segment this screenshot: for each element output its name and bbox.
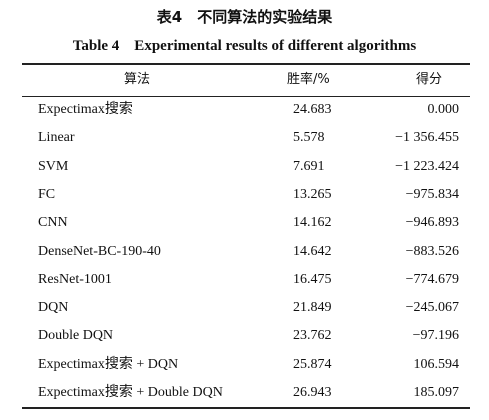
table-cell: 25.874 (293, 356, 332, 372)
table-cell: CNN (38, 215, 68, 231)
header-rule (22, 96, 470, 97)
table-cell: 185.097 (413, 385, 460, 400)
table-cell: 24.683 (293, 102, 332, 117)
table-cell: Linear (38, 130, 75, 146)
table-cell: 0.000 (427, 102, 460, 117)
table-cell: −1 223.424 (395, 158, 459, 174)
table-cell: −883.526 (405, 243, 459, 259)
table-cell: −975.834 (405, 186, 459, 202)
table-cell: 14.162 (293, 215, 332, 231)
table-cell: 16.475 (293, 271, 332, 287)
table-cell: SVM (38, 158, 69, 174)
table-cell: FC (38, 186, 56, 202)
table-cell: ResNet-1001 (38, 271, 112, 287)
table-cell: DQN (38, 300, 69, 316)
header-cell: 算法 (124, 72, 151, 87)
table-cell: 7.691 (293, 158, 325, 174)
table-cell: Expectimax搜索 + DQN (38, 356, 179, 372)
table-cell: −946.893 (405, 215, 459, 231)
table-cell: 21.849 (293, 300, 332, 316)
table-title-cn: 表4 不同算法的实验结果 (156, 8, 333, 26)
table-cell: Expectimax搜索 (38, 102, 133, 117)
table-cell: Expectimax搜索 + Double DQN (38, 385, 223, 400)
bottom-rule (22, 407, 470, 409)
table-title-en: Table 4 Experimental results of differen… (72, 38, 417, 54)
header-cell: 得分 (416, 72, 443, 87)
table-cell: 14.642 (293, 243, 332, 259)
table-cell: −1 356.455 (395, 130, 459, 146)
table-cell: 23.762 (293, 328, 332, 344)
table-cell: 5.578 (293, 130, 325, 146)
table-cell: 106.594 (413, 356, 460, 372)
table-cell: −97.196 (412, 328, 459, 344)
table-cell: 13.265 (293, 186, 332, 202)
table-cell: 26.943 (293, 385, 332, 400)
table-cell: DenseNet-BC-190-40 (38, 243, 161, 259)
table-cell: −245.067 (405, 300, 459, 316)
table-cell: −774.679 (405, 271, 459, 287)
top-rule (22, 63, 470, 65)
header-cell: 胜率/% (287, 72, 330, 87)
table-cell: Double DQN (38, 328, 114, 344)
